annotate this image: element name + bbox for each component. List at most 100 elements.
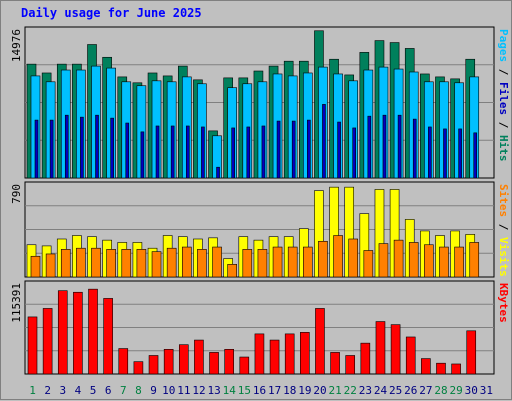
ymax-label-visits-sites: 790	[10, 184, 23, 204]
bar-pages-day-4	[80, 116, 84, 179]
x-tick-label: 29	[450, 384, 463, 397]
legend-entry: /	[497, 62, 510, 82]
x-tick-label: 23	[359, 384, 372, 397]
bar-pages-day-7	[125, 122, 130, 179]
bar-pages-day-2	[49, 119, 54, 179]
bar-sites-day-27	[424, 244, 434, 278]
bar-pages-day-6	[110, 117, 114, 179]
legend-entry: /	[497, 217, 510, 237]
x-tick-label: 22	[344, 384, 357, 397]
bar-sites-day-10	[166, 247, 177, 278]
bar-pages-day-16	[261, 125, 266, 179]
x-tick-label: 11	[177, 384, 190, 397]
bar-kbytes-day-19	[300, 332, 310, 375]
x-tick-label: 9	[150, 384, 157, 397]
x-tick-label: 4	[75, 384, 82, 397]
bar-kbytes-day-17	[269, 339, 280, 375]
bar-kbytes-day-28	[436, 362, 446, 375]
bar-sites-day-28	[439, 246, 449, 278]
x-tick-label: 7	[120, 384, 127, 397]
bar-pages-day-22	[352, 127, 357, 179]
bar-kbytes-day-15	[239, 356, 250, 375]
bar-sites-day-18	[287, 246, 298, 278]
bar-kbytes-day-6	[103, 298, 113, 375]
bar-pages-day-15	[246, 126, 251, 179]
bar-kbytes-day-1	[27, 316, 38, 375]
legend-entry: Sites	[497, 184, 510, 217]
bar-pages-day-21	[337, 121, 341, 179]
bar-kbytes-day-25	[390, 324, 401, 375]
bar-sites-day-5	[91, 247, 101, 278]
bar-kbytes-day-13	[209, 352, 219, 375]
legend-entry: /	[497, 115, 510, 135]
x-tick-label: 10	[162, 384, 175, 397]
bar-sites-day-2	[45, 253, 56, 278]
bar-pages-day-20	[322, 104, 326, 179]
bar-kbytes-day-4	[73, 291, 83, 375]
bar-pages-day-5	[95, 114, 99, 179]
bar-kbytes-day-16	[254, 333, 265, 375]
bar-pages-day-30	[473, 132, 478, 179]
bar-pages-day-10	[170, 125, 175, 179]
bar-sites-day-22	[348, 238, 359, 278]
bar-kbytes-day-10	[163, 349, 174, 375]
bar-kbytes-day-2	[42, 308, 53, 375]
x-tick-label: 28	[434, 384, 447, 397]
bar-pages-day-27	[428, 126, 432, 179]
bar-kbytes-day-5	[88, 288, 98, 375]
x-tick-label: 17	[268, 384, 281, 397]
x-tick-label: 19	[298, 384, 311, 397]
bar-sites-day-23	[363, 250, 374, 278]
bar-pages-day-18	[291, 120, 296, 179]
bar-sites-day-4	[76, 247, 86, 278]
bar-sites-day-21	[333, 235, 343, 278]
legend-entry: Pages	[497, 29, 510, 62]
bar-sites-day-14	[227, 264, 237, 278]
bar-kbytes-day-3	[57, 290, 68, 375]
bar-kbytes-day-8	[133, 361, 144, 375]
bar-kbytes-day-21	[330, 352, 340, 375]
bar-kbytes-day-23	[360, 342, 371, 375]
bar-sites-day-11	[181, 246, 192, 278]
bar-pages-day-24	[382, 114, 387, 179]
x-tick-label: 8	[135, 384, 142, 397]
legend-entry: Visits	[497, 237, 510, 277]
bar-kbytes-day-22	[345, 355, 356, 375]
ymax-label-kbytes: 115391	[10, 283, 23, 323]
x-tick-label: 13	[207, 384, 220, 397]
bar-pages-day-29	[458, 128, 462, 179]
x-tick-label: 15	[238, 384, 251, 397]
bar-kbytes-day-29	[451, 363, 461, 375]
legend-entry: Files	[497, 82, 510, 115]
legend-visits-sites: Sites / Visits	[497, 184, 510, 277]
bar-pages-day-14	[231, 127, 235, 179]
x-tick-label: 30	[465, 384, 478, 397]
bar-pages-day-12	[201, 126, 205, 179]
x-tick-label: 5	[90, 384, 97, 397]
x-tick-label: 1	[29, 384, 36, 397]
bar-kbytes-day-12	[194, 339, 204, 375]
bar-kbytes-day-14	[224, 349, 234, 375]
x-tick-label: 6	[105, 384, 112, 397]
x-tick-label: 26	[404, 384, 417, 397]
x-tick-label: 21	[329, 384, 342, 397]
bar-sites-day-13	[212, 246, 222, 278]
bar-pages-day-26	[412, 118, 417, 179]
bar-kbytes-day-18	[284, 333, 295, 375]
bar-pages-day-11	[185, 125, 190, 179]
bar-pages-day-23	[367, 115, 372, 179]
bar-sites-day-26	[408, 242, 419, 278]
legend-kbytes: KBytes	[497, 283, 510, 323]
bar-pages-day-25	[397, 114, 402, 179]
bar-sites-day-17	[272, 246, 283, 278]
bar-sites-day-30	[469, 242, 480, 278]
x-tick-label: 2	[44, 384, 51, 397]
bar-kbytes-day-30	[466, 330, 477, 375]
bar-sites-day-29	[454, 246, 464, 278]
bar-pages-day-1	[34, 119, 39, 179]
bar-sites-day-24	[378, 243, 389, 278]
bar-sites-day-20	[318, 240, 328, 278]
bar-sites-day-19	[303, 246, 313, 278]
